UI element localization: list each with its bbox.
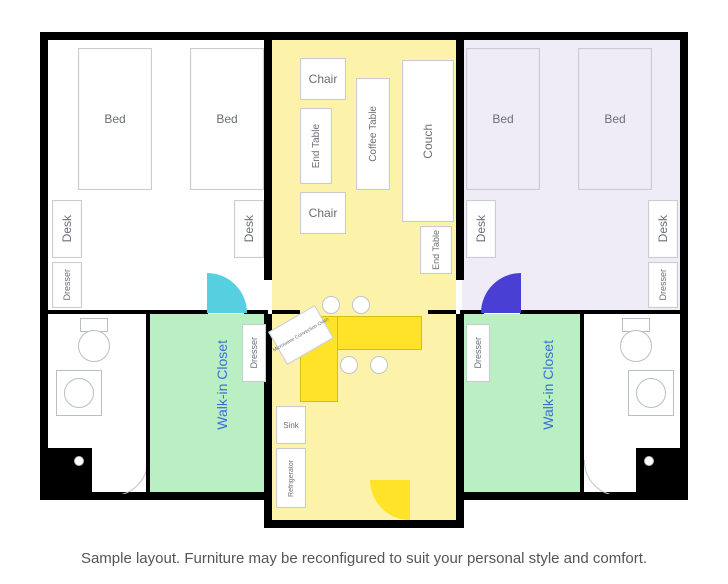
bed: Bed	[78, 48, 152, 190]
label: End Table	[311, 124, 322, 168]
dresser: Dresser	[466, 324, 490, 382]
door-arc	[112, 460, 146, 494]
wall	[428, 310, 456, 314]
label: Sink	[283, 421, 299, 430]
end-table: End Table	[300, 108, 332, 184]
refrigerator: Refrigerator	[276, 448, 306, 508]
chair: Chair	[300, 58, 346, 100]
label: Chair	[309, 206, 338, 220]
floor-plan: Bed Bed Desk Desk Dresser Bed Bed Desk D…	[0, 0, 728, 584]
dresser: Dresser	[242, 324, 266, 382]
bed: Bed	[466, 48, 540, 190]
door-arc	[370, 480, 410, 520]
closet-label: Walk-in Closet	[540, 340, 556, 430]
bed: Bed	[190, 48, 264, 190]
door-arc	[481, 273, 521, 313]
stool	[322, 296, 340, 314]
sink-cabinet: Sink	[276, 406, 306, 444]
caption: Sample layout. Furniture may be reconfig…	[0, 550, 728, 567]
label: Desk	[60, 215, 74, 242]
label: End Table	[431, 230, 441, 270]
label: Dresser	[249, 337, 259, 369]
wall	[40, 32, 688, 40]
wall	[244, 310, 268, 314]
closet-label: Walk-in Closet	[214, 340, 230, 430]
desk: Desk	[648, 200, 678, 258]
label: Couch	[421, 124, 435, 159]
label: Bed	[604, 112, 625, 126]
dresser: Dresser	[648, 262, 678, 308]
label: Desk	[656, 215, 670, 242]
wall	[456, 314, 464, 500]
bed: Bed	[578, 48, 652, 190]
dresser: Dresser	[52, 262, 82, 308]
bath-sink	[628, 370, 674, 416]
shower	[636, 448, 680, 492]
desk: Desk	[52, 200, 82, 258]
label: Chair	[309, 72, 338, 86]
label: Desk	[474, 215, 488, 242]
desk: Desk	[234, 200, 264, 258]
wall	[264, 40, 272, 280]
label: Refrigerator	[288, 460, 295, 497]
bath-sink	[56, 370, 102, 416]
label: Bed	[492, 112, 513, 126]
wall	[520, 310, 680, 314]
wall	[264, 520, 464, 528]
stool	[340, 356, 358, 374]
label: Bed	[216, 112, 237, 126]
end-table: End Table	[420, 226, 452, 274]
wall	[272, 310, 300, 314]
wall	[40, 492, 272, 500]
stool	[352, 296, 370, 314]
wall	[146, 310, 150, 492]
coffee-table: Coffee Table	[356, 78, 390, 190]
couch: Couch	[402, 60, 454, 222]
label: Coffee Table	[368, 106, 379, 162]
chair: Chair	[300, 192, 346, 234]
toilet	[76, 318, 110, 362]
desk: Desk	[466, 200, 496, 258]
door-arc	[584, 460, 618, 494]
stool	[370, 356, 388, 374]
label: Bed	[104, 112, 125, 126]
toilet	[618, 318, 652, 362]
wall	[40, 32, 48, 500]
door-arc	[207, 273, 247, 313]
label: Dresser	[473, 337, 483, 369]
wall	[48, 310, 208, 314]
wall	[680, 32, 688, 500]
label: Dresser	[62, 269, 72, 301]
label: Desk	[242, 215, 256, 242]
wall	[456, 492, 688, 500]
wall	[456, 40, 464, 280]
shower	[48, 448, 92, 492]
label: Dresser	[658, 269, 668, 301]
